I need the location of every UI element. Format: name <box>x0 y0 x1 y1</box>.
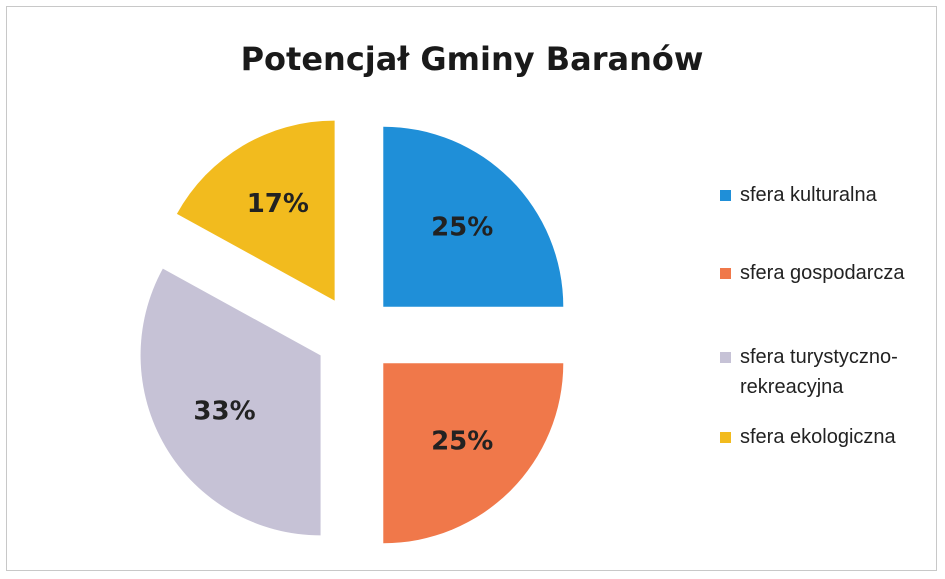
legend-item: sfera turystyczno-rekreacyjna <box>720 342 945 402</box>
legend-swatch <box>720 432 731 443</box>
legend-swatch <box>720 190 731 201</box>
legend-swatch <box>720 352 731 363</box>
data-label: 33% <box>193 397 255 427</box>
legend-label: sfera gospodarcza <box>740 262 905 284</box>
legend-label: sfera ekologiczna <box>740 426 896 448</box>
data-label: 17% <box>247 189 309 219</box>
legend-label: sfera kulturalna <box>740 184 877 206</box>
pie-slice <box>176 120 335 301</box>
legend-item: sfera ekologiczna <box>720 422 945 452</box>
pie-slice <box>140 268 321 536</box>
pie-slice <box>383 126 564 307</box>
legend-item: sfera kulturalna <box>720 180 945 210</box>
legend-item: sfera gospodarcza <box>720 258 945 288</box>
legend-label: sfera turystyczno-rekreacyjna <box>740 346 898 398</box>
data-label: 25% <box>431 427 493 457</box>
chart-title: Potencjał Gminy Baranów <box>241 40 704 78</box>
pie-slice <box>383 363 564 544</box>
data-label: 25% <box>431 212 493 242</box>
chart-frame <box>6 6 937 571</box>
legend-swatch <box>720 268 731 279</box>
